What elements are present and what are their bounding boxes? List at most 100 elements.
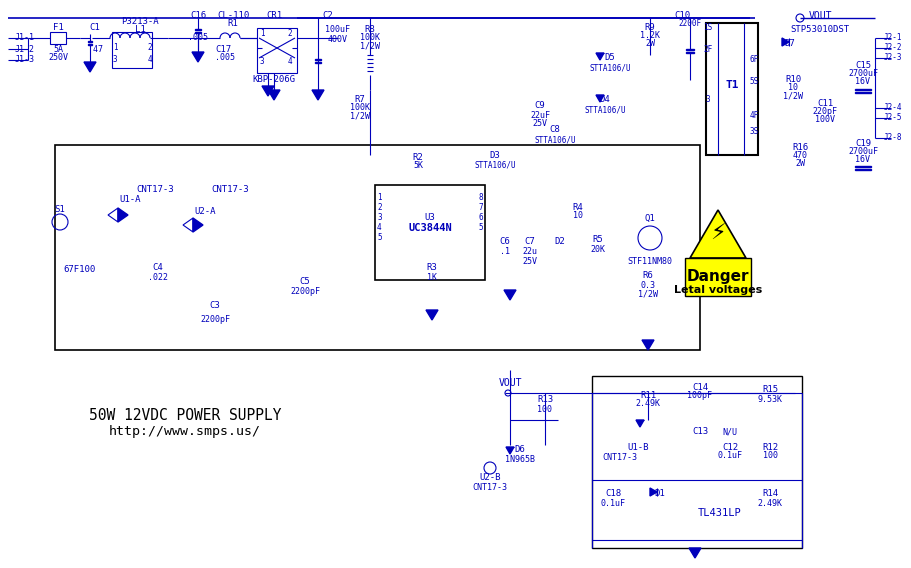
Polygon shape xyxy=(268,90,280,100)
Text: 4: 4 xyxy=(287,57,292,66)
Text: 250V: 250V xyxy=(48,52,68,61)
Polygon shape xyxy=(84,62,96,72)
Text: 3: 3 xyxy=(377,214,382,223)
Bar xyxy=(855,165,871,167)
Polygon shape xyxy=(118,208,128,222)
Polygon shape xyxy=(642,340,654,350)
Text: 3S: 3S xyxy=(750,127,759,136)
Text: .47: .47 xyxy=(87,44,103,53)
Text: 5K: 5K xyxy=(413,161,423,169)
Text: .005: .005 xyxy=(215,52,235,61)
Text: S1: S1 xyxy=(55,206,66,215)
Text: 1S: 1S xyxy=(703,23,712,32)
Text: R4: R4 xyxy=(573,203,583,212)
Text: R10: R10 xyxy=(785,76,801,85)
Polygon shape xyxy=(782,38,789,46)
Bar xyxy=(706,23,758,155)
Text: 2200pF: 2200pF xyxy=(200,315,230,324)
Text: J2-4: J2-4 xyxy=(884,103,902,112)
Text: C4: C4 xyxy=(153,264,163,273)
Text: 2.49K: 2.49K xyxy=(758,499,783,507)
Text: .022: .022 xyxy=(148,274,168,282)
Text: 100K: 100K xyxy=(360,34,380,43)
Text: STTA106/U: STTA106/U xyxy=(475,161,516,169)
Text: R5: R5 xyxy=(593,236,603,244)
Text: 100V: 100V xyxy=(815,115,835,124)
Text: 2: 2 xyxy=(287,28,292,37)
Bar xyxy=(855,89,871,90)
Bar xyxy=(855,91,871,93)
Text: STTA106/U: STTA106/U xyxy=(584,106,626,115)
Bar xyxy=(592,376,802,548)
Text: J1-1: J1-1 xyxy=(15,34,35,43)
Text: U1-B: U1-B xyxy=(628,444,649,453)
Text: C7: C7 xyxy=(525,237,536,247)
Text: L1: L1 xyxy=(135,26,146,35)
Text: 100K: 100K xyxy=(350,103,370,112)
Polygon shape xyxy=(506,447,514,454)
Text: 2700uF: 2700uF xyxy=(848,148,878,157)
Text: 5: 5 xyxy=(377,233,382,243)
Text: D3: D3 xyxy=(489,151,500,160)
Text: 1/2W: 1/2W xyxy=(638,290,658,299)
Text: VOUT: VOUT xyxy=(808,11,832,21)
Text: STTA106/U: STTA106/U xyxy=(589,64,630,73)
Polygon shape xyxy=(504,290,516,300)
Text: 7: 7 xyxy=(478,203,483,212)
Bar xyxy=(686,48,694,50)
Text: CNT17-3: CNT17-3 xyxy=(602,453,638,462)
Text: Danger: Danger xyxy=(687,269,749,283)
Text: C2: C2 xyxy=(322,11,333,20)
Text: D4: D4 xyxy=(599,95,610,105)
Text: 22uF: 22uF xyxy=(530,111,550,119)
Text: CL-110: CL-110 xyxy=(217,11,249,20)
Text: CR1: CR1 xyxy=(266,11,282,20)
Text: 4: 4 xyxy=(148,55,152,64)
Text: 3: 3 xyxy=(113,55,118,64)
Text: 2W: 2W xyxy=(645,40,655,48)
Text: 20K: 20K xyxy=(590,245,606,254)
Text: C1: C1 xyxy=(89,23,100,31)
Text: CNT17-3: CNT17-3 xyxy=(136,186,174,194)
Text: 4F: 4F xyxy=(750,111,759,119)
Text: U2-A: U2-A xyxy=(194,207,216,216)
Text: C14: C14 xyxy=(692,383,708,392)
Text: D1: D1 xyxy=(655,488,665,498)
Text: 1.2K: 1.2K xyxy=(640,31,660,40)
Text: 1: 1 xyxy=(260,28,264,37)
Text: R2: R2 xyxy=(413,152,424,161)
Text: 25V: 25V xyxy=(533,119,548,127)
Text: J2-2: J2-2 xyxy=(884,44,902,52)
Text: C12: C12 xyxy=(722,442,738,452)
Text: http://www.smps.us/: http://www.smps.us/ xyxy=(109,425,261,438)
Bar xyxy=(88,44,92,45)
Text: 1/2W: 1/2W xyxy=(360,41,380,51)
Text: R12: R12 xyxy=(762,442,778,452)
Text: R11: R11 xyxy=(640,391,656,399)
Text: 100pF: 100pF xyxy=(688,391,712,400)
Text: 25V: 25V xyxy=(523,257,537,266)
Text: R9: R9 xyxy=(645,23,655,32)
Text: 2: 2 xyxy=(377,203,382,212)
Text: U1-A: U1-A xyxy=(119,195,141,204)
Bar xyxy=(686,52,694,53)
Text: STF11NM80: STF11NM80 xyxy=(628,257,672,266)
Bar xyxy=(55,145,700,350)
Text: J1-3: J1-3 xyxy=(15,56,35,65)
Text: R3: R3 xyxy=(426,264,437,273)
Text: 6F: 6F xyxy=(750,56,759,65)
Text: 1K: 1K xyxy=(427,274,437,282)
Polygon shape xyxy=(596,95,604,102)
Polygon shape xyxy=(636,420,644,427)
Bar xyxy=(855,169,871,170)
Polygon shape xyxy=(262,86,274,96)
Text: CNT17-3: CNT17-3 xyxy=(211,186,249,194)
Polygon shape xyxy=(193,218,203,232)
Bar xyxy=(375,185,485,280)
Text: D5: D5 xyxy=(605,53,615,62)
Text: C10: C10 xyxy=(674,11,690,20)
Text: R1: R1 xyxy=(228,19,239,28)
Text: D7: D7 xyxy=(784,40,795,48)
Text: 3: 3 xyxy=(706,95,711,105)
Text: 10: 10 xyxy=(788,83,798,93)
